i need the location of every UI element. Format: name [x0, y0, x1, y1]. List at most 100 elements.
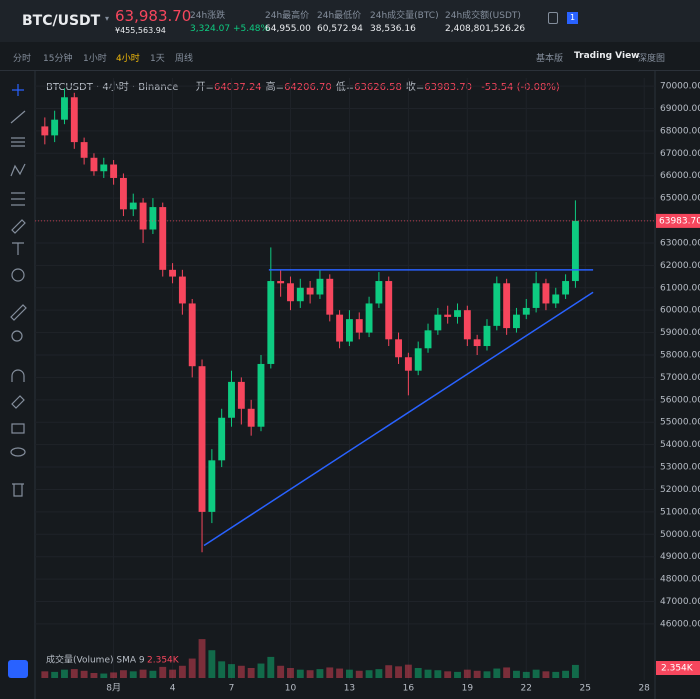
candle-body: [208, 460, 216, 512]
candle-body: [90, 157, 98, 172]
zoom-icon[interactable]: [11, 330, 23, 342]
candle-body: [571, 220, 579, 282]
stat-label: 24h成交量(BTC): [370, 11, 439, 21]
badge[interactable]: 1: [567, 12, 578, 24]
candle-body: [345, 319, 353, 342]
candle-body: [365, 303, 373, 333]
candle-body: [513, 314, 520, 329]
view-tab[interactable]: 基本版: [536, 54, 564, 64]
x-tick-label: 10: [285, 684, 297, 694]
candle-body: [188, 303, 196, 367]
ohlc-label: 高=: [265, 82, 285, 93]
interval[interactable]: 15分钟: [43, 54, 73, 64]
x-tick-label: 19: [462, 684, 474, 694]
symbol[interactable]: BTC/USDT: [22, 13, 101, 29]
y-tick-label: 70000.00: [660, 82, 700, 92]
change: -53.54 (-0.08%): [481, 82, 560, 93]
interval[interactable]: 分时: [13, 54, 32, 64]
volume-bar: [287, 668, 294, 678]
volume-bar: [503, 667, 511, 678]
volume-bar: [532, 669, 540, 678]
trash-icon[interactable]: [12, 483, 24, 497]
text-icon[interactable]: [12, 242, 24, 255]
last-price: 63,983.70: [115, 7, 192, 25]
trendline-icon[interactable]: [10, 110, 26, 124]
volume-bar: [385, 665, 393, 678]
candle-body: [395, 339, 402, 358]
y-tick-label: 47000.00: [660, 597, 700, 607]
volume-bar: [424, 669, 432, 678]
y-tick-label: 56000.00: [660, 395, 700, 405]
candle-body: [444, 314, 452, 317]
chart-title: BTCUSDT · 4小时 · Binance: [46, 82, 179, 93]
volume-bar: [277, 665, 285, 678]
drawing-line: [203, 291, 594, 547]
candle-body: [61, 97, 68, 120]
eye-icon[interactable]: [10, 447, 26, 457]
volume-bar: [571, 664, 579, 678]
volume-bar: [306, 670, 314, 678]
stat-value: 64,955.00: [265, 24, 311, 34]
y-tick-label: 62000.00: [660, 261, 700, 271]
lock-icon[interactable]: [11, 423, 25, 434]
candle-body: [424, 330, 432, 349]
emoji-icon[interactable]: [11, 268, 25, 282]
pattern-icon[interactable]: [10, 163, 26, 177]
volume-bar: [70, 669, 78, 678]
interval[interactable]: 4小时: [116, 54, 140, 64]
volume-bar: [80, 670, 88, 678]
candle-body: [404, 357, 412, 371]
candle-body: [237, 381, 245, 409]
candle-body: [257, 363, 265, 427]
volume-bar: [493, 668, 501, 678]
y-tick-label: 55000.00: [660, 418, 700, 428]
fib-icon[interactable]: [11, 137, 25, 147]
candle-body: [414, 348, 422, 371]
y-tick-label: 68000.00: [660, 126, 700, 136]
y-tick-label: 49000.00: [660, 552, 700, 562]
volume-bar: [90, 673, 98, 678]
ruler-icon[interactable]: [10, 304, 27, 321]
magnet-icon[interactable]: [11, 369, 25, 382]
grid: [35, 78, 655, 680]
interval[interactable]: 周线: [175, 54, 194, 64]
view-tab[interactable]: 深度图: [638, 54, 666, 64]
y-tick-label: 57000.00: [660, 373, 700, 383]
candle-body: [129, 202, 137, 210]
volume-bar: [345, 669, 353, 678]
candle-body: [434, 314, 442, 331]
y-tick-label: 69000.00: [660, 104, 700, 114]
volume-bar: [355, 670, 363, 678]
candle-body: [454, 310, 461, 317]
y-tick-label: 51000.00: [660, 507, 700, 517]
candle-body: [522, 307, 530, 315]
projection-icon[interactable]: [11, 192, 25, 206]
view-tab[interactable]: Trading View: [574, 51, 640, 61]
volume-bar: [552, 671, 560, 678]
volume-legend-value: 2.354K: [147, 656, 180, 666]
tv-logo[interactable]: [8, 660, 28, 678]
candle-body: [51, 119, 59, 136]
candle-body: [296, 287, 304, 302]
volume-bar: [257, 663, 265, 678]
crosshair-icon[interactable]: [12, 84, 24, 96]
candle-body: [70, 97, 78, 143]
y-tick-label: 61000.00: [660, 283, 700, 293]
volume-bar: [247, 668, 255, 678]
lock-icon[interactable]: [548, 12, 558, 24]
interval[interactable]: 1天: [150, 54, 165, 64]
stat-label: 24h涨跌: [190, 11, 226, 21]
interval[interactable]: 1小时: [83, 54, 107, 64]
ohlc-label: 收=: [405, 82, 425, 93]
y-tick-label: 53000.00: [660, 463, 700, 473]
lock-draw-icon[interactable]: [11, 395, 25, 409]
volume-bar: [513, 670, 520, 678]
dropdown[interactable]: ▾: [105, 14, 110, 23]
volume-bar: [395, 666, 402, 678]
volume-bar: [110, 672, 118, 678]
brush-icon[interactable]: [11, 219, 26, 234]
y-tick-label: 66000.00: [660, 171, 700, 181]
volume-bar: [562, 670, 570, 678]
volume-bar: [463, 669, 471, 678]
